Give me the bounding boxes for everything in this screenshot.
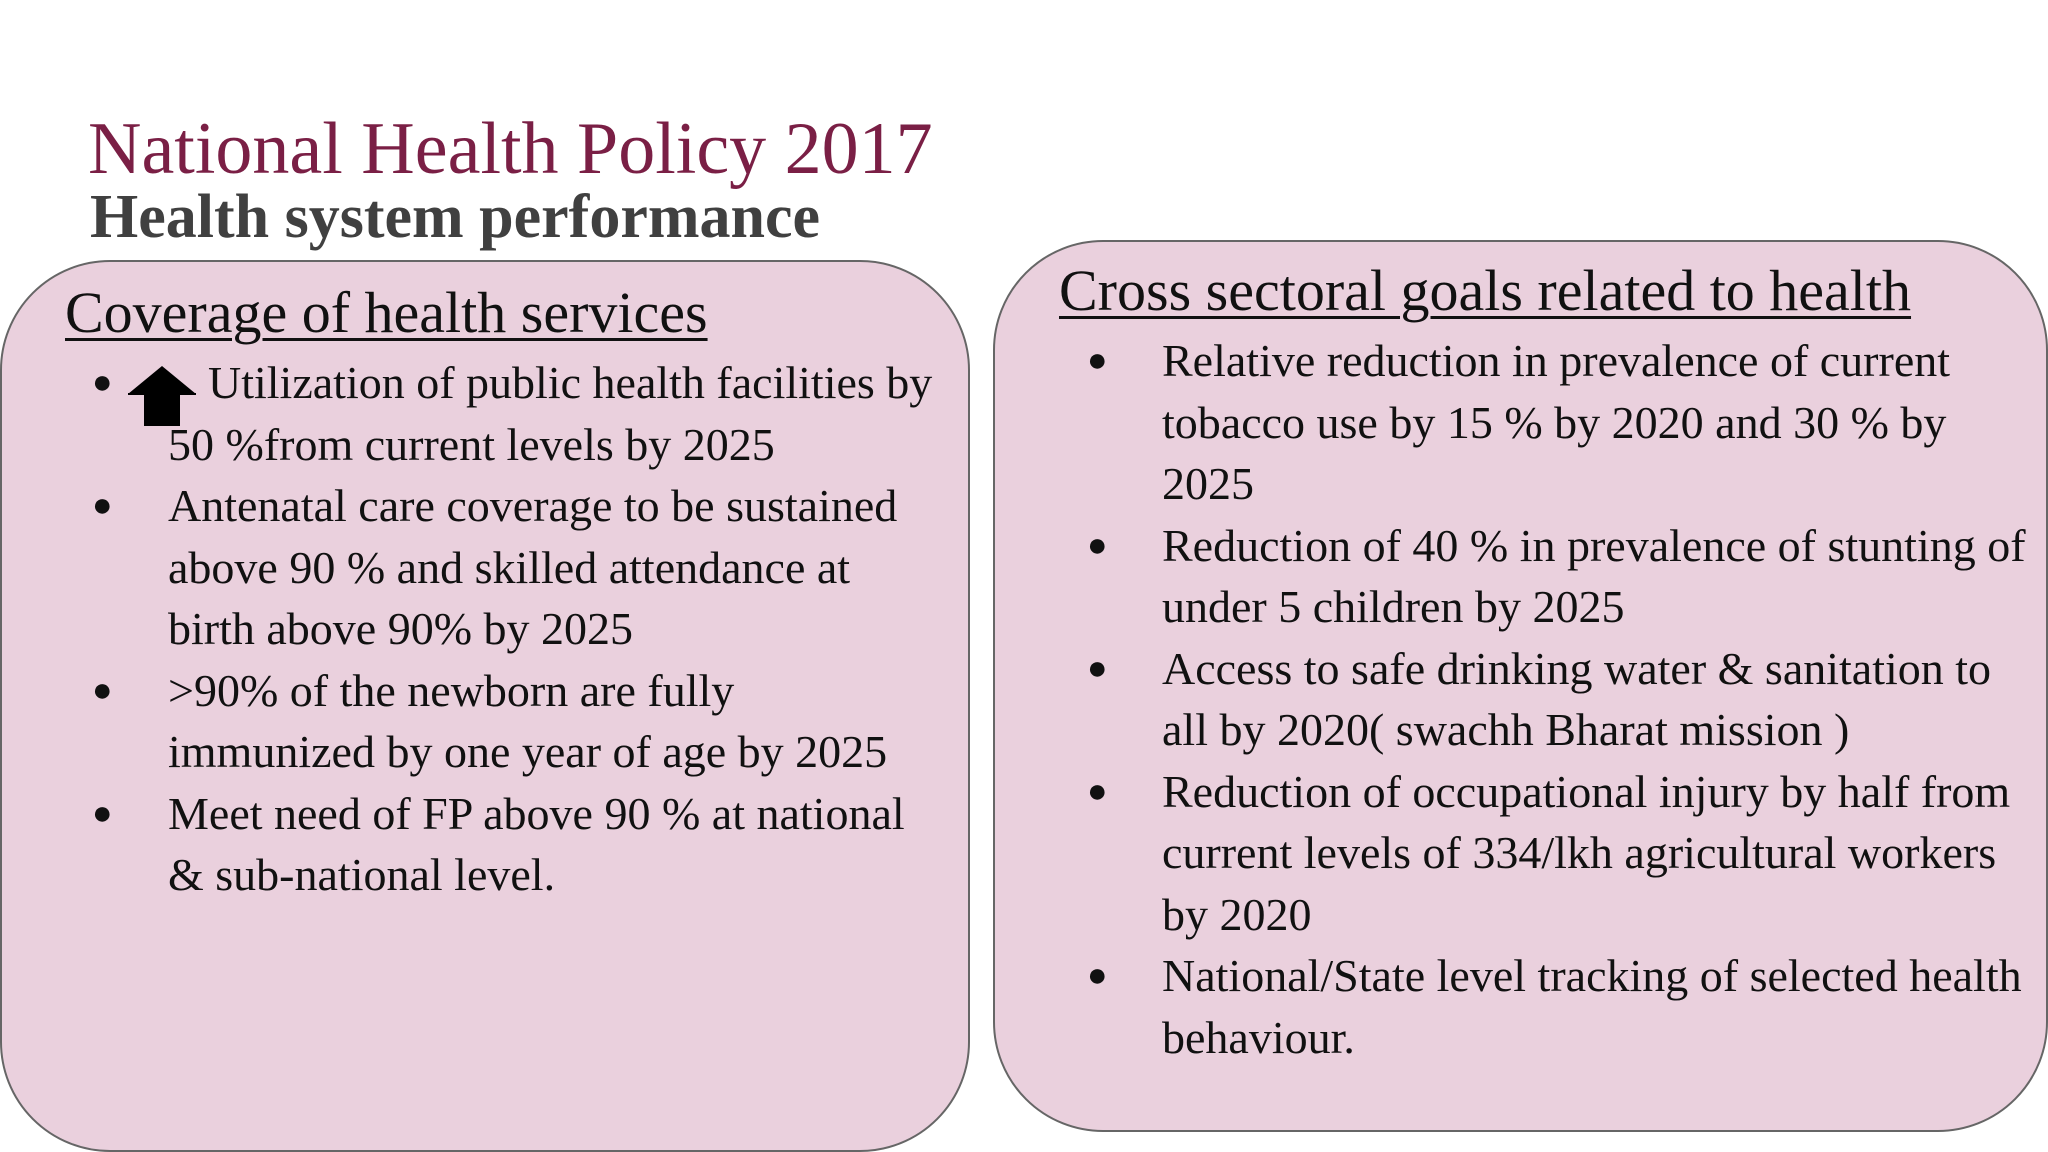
list-item-text: Antenatal care coverage to be sustained … bbox=[168, 480, 898, 654]
slide-title: National Health Policy 2017 bbox=[88, 108, 933, 190]
list-item: ● Utilization of public health facilitie… bbox=[2, 352, 962, 475]
list-item: ● >90% of the newborn are fully immunize… bbox=[2, 660, 962, 783]
bullet-icon: ● bbox=[1087, 772, 1108, 810]
list-item-text: Relative reduction in prevalence of curr… bbox=[1162, 335, 1951, 509]
bullet-icon: ● bbox=[1087, 957, 1108, 994]
bullet-icon: ● bbox=[1087, 526, 1108, 564]
cross-sectoral-list: ● Relative reduction in prevalence of cu… bbox=[995, 330, 2045, 1068]
list-item: ● Relative reduction in prevalence of cu… bbox=[995, 330, 2045, 515]
slide-subtitle: Health system performance bbox=[90, 183, 821, 251]
bullet-icon: ● bbox=[1087, 342, 1108, 379]
list-item-text: Access to safe drinking water & sanitati… bbox=[1162, 642, 1992, 756]
list-item: ● Reduction of occupational injury by ha… bbox=[995, 761, 2045, 946]
list-item-text: Reduction of 40 % in prevalence of stunt… bbox=[1162, 519, 2026, 633]
bullet-icon: ● bbox=[92, 794, 113, 832]
list-item: ● Reduction of 40 % in prevalence of stu… bbox=[995, 515, 2045, 638]
cross-sectoral-panel: Cross sectoral goals related to health ●… bbox=[993, 240, 2048, 1132]
list-item: ● National/State level tracking of selec… bbox=[995, 945, 2045, 1068]
coverage-panel: Coverage of health services ● Utilizatio… bbox=[0, 260, 970, 1152]
coverage-list: ● Utilization of public health facilitie… bbox=[2, 352, 962, 906]
list-item: ● Access to safe drinking water & sanita… bbox=[995, 638, 2045, 761]
cross-sectoral-heading: Cross sectoral goals related to health bbox=[1059, 258, 1912, 323]
bullet-icon: ● bbox=[92, 487, 113, 524]
coverage-heading: Coverage of health services bbox=[65, 280, 708, 345]
list-item-text: Utilization of public health facilities … bbox=[168, 357, 933, 470]
bullet-icon: ● bbox=[1087, 649, 1108, 687]
bullet-icon: ● bbox=[92, 364, 113, 401]
list-item: ● Meet need of FP above 90 % at national… bbox=[2, 783, 962, 906]
list-item-text: Reduction of occupational injury by half… bbox=[1162, 765, 2011, 940]
list-item-text: >90% of the newborn are fully immunized … bbox=[168, 664, 888, 778]
list-item: ● Antenatal care coverage to be sustaine… bbox=[2, 475, 962, 660]
up-arrow-icon bbox=[128, 366, 196, 426]
bullet-icon: ● bbox=[92, 671, 113, 709]
list-item-text: National/State level tracking of selecte… bbox=[1162, 950, 2022, 1063]
list-item-text: Meet need of FP above 90 % at national &… bbox=[168, 787, 905, 901]
